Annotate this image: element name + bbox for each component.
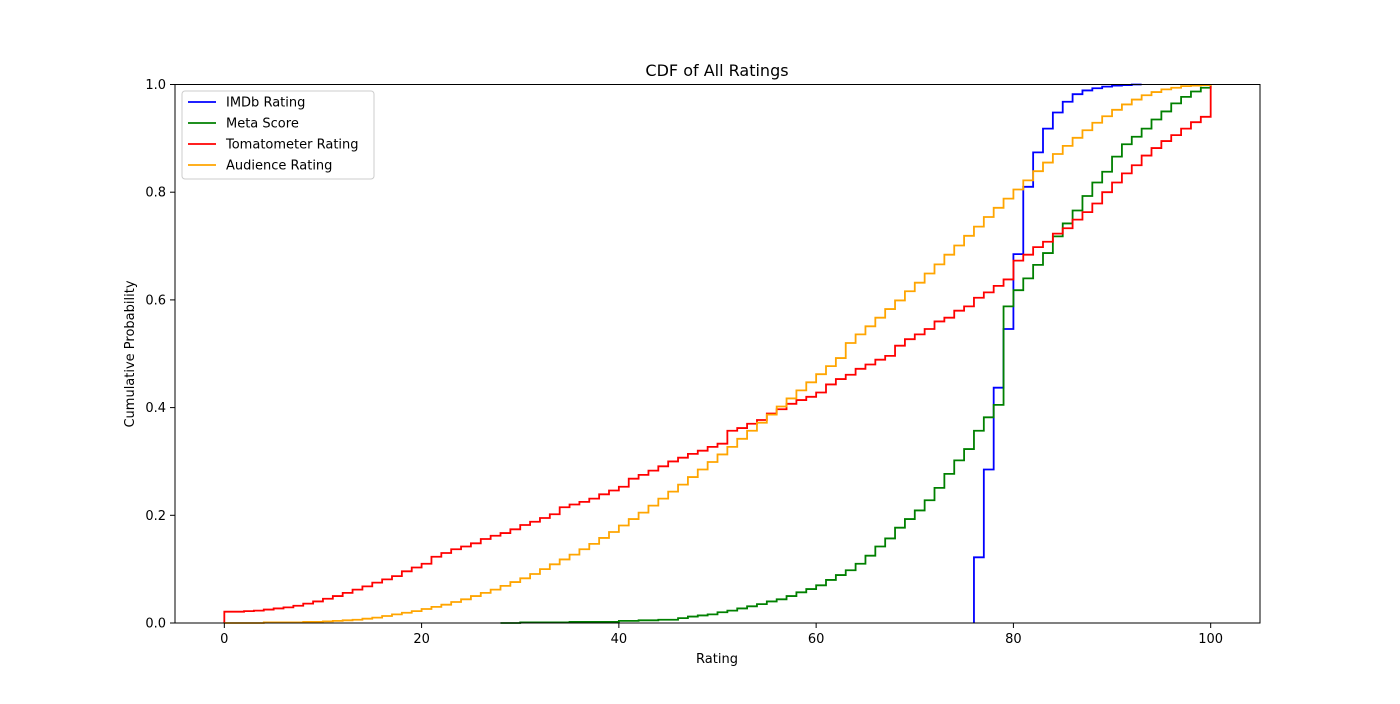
series-line-audience-rating [224, 84, 1212, 624]
legend-label-tomatometer-rating: Tomatometer Rating [225, 138, 359, 153]
x-tick-label: 40 [611, 632, 628, 647]
x-tick-label: 20 [413, 632, 430, 647]
y-tick-label: 0.2 [145, 509, 166, 524]
x-tick-label: 0 [220, 632, 228, 647]
series-line-imdb-rating [973, 83, 1142, 623]
x-tick-label: 100 [1198, 632, 1223, 647]
series-layer [223, 83, 1212, 624]
x-tick-label: 80 [1005, 632, 1022, 647]
series-line-tomatometer-rating [223, 84, 1212, 623]
legend-box [181, 90, 375, 180]
plot-frame [174, 84, 1261, 624]
legend-label-meta-score: Meta Score [226, 117, 299, 132]
y-tick-label: 0.6 [145, 293, 166, 308]
legend-label-imdb-rating: IMDb Rating [226, 96, 305, 111]
x-axis-label: Rating [696, 652, 738, 667]
y-tick-label: 0.4 [145, 401, 166, 416]
y-tick-label: 0.8 [145, 186, 166, 201]
axis-ticks: 0 20 40 60 80 100 0.0 0.2 0.4 0.6 0.8 1.0 [145, 78, 1223, 647]
y-tick-label: 1.0 [145, 78, 166, 93]
y-tick-label: 0.0 [145, 617, 166, 632]
x-tick-label: 60 [808, 632, 825, 647]
legend-label-audience-rating: Audience Rating [226, 159, 332, 174]
chart-title: CDF of All Ratings [645, 61, 788, 80]
series-line-meta-score [500, 84, 1212, 624]
legend: IMDb Rating Meta Score Tomatometer Rating A… [181, 90, 375, 180]
y-axis-label: Cumulative Probability [123, 280, 138, 427]
